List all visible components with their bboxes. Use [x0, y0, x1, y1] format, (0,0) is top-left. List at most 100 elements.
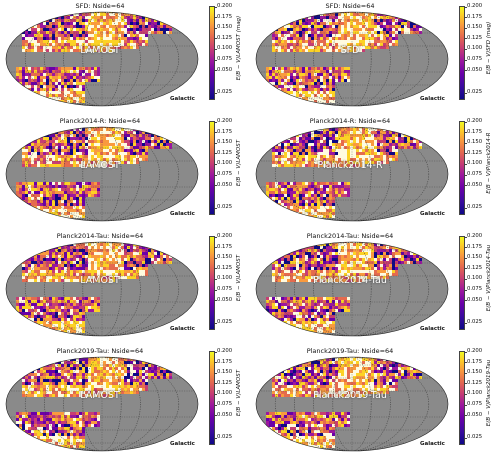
map-pixel	[52, 194, 55, 197]
map-pixel	[46, 16, 49, 19]
map-pixel	[28, 76, 31, 79]
map-pixel	[323, 43, 326, 46]
map-pixel	[109, 46, 112, 49]
map-pixel	[22, 185, 25, 188]
map-pixel	[16, 327, 19, 330]
map-pixel	[296, 146, 299, 149]
map-pixel	[31, 22, 34, 25]
map-pixel	[380, 155, 383, 158]
map-pixel	[335, 46, 338, 49]
map-pixel	[166, 249, 169, 252]
map-pixel	[16, 206, 19, 209]
map-pixel	[356, 146, 359, 149]
map-pixel	[127, 12, 130, 13]
map-pixel	[353, 13, 356, 16]
map-pixel	[269, 194, 272, 197]
map-pixel	[293, 209, 296, 212]
map-pixel	[308, 22, 311, 25]
map-pixel	[326, 158, 329, 161]
map-pixel	[308, 49, 311, 52]
map-pixel	[398, 137, 401, 140]
map-pixel	[136, 127, 139, 128]
map-pixel	[278, 206, 281, 209]
map-pixel	[79, 185, 82, 188]
map-pixel	[46, 246, 49, 249]
map-pixel	[419, 146, 422, 149]
map-pixel	[275, 197, 278, 200]
map-pixel	[392, 246, 395, 249]
map-pixel	[97, 279, 100, 282]
map-pixel	[326, 34, 329, 37]
map-pixel	[281, 82, 284, 85]
map-pixel	[109, 264, 112, 267]
map-pixel	[329, 191, 332, 194]
map-pixel	[275, 40, 278, 43]
map-pixel	[326, 155, 329, 158]
map-pixel	[52, 206, 55, 209]
map-pixel	[296, 88, 299, 91]
map-pixel	[269, 182, 272, 185]
map-pixel	[145, 143, 148, 146]
map-pixel	[52, 242, 55, 243]
map-pixel	[28, 279, 31, 282]
map-pixel	[58, 140, 61, 143]
map-pixel	[97, 43, 100, 46]
map-pixel	[341, 67, 344, 70]
map-pixel	[320, 97, 323, 100]
map-pixel	[329, 25, 332, 28]
map-pixel	[70, 49, 73, 52]
map-pixel	[61, 88, 64, 91]
map-pixel	[362, 158, 365, 161]
map-pixel	[416, 25, 419, 28]
map-pixel	[169, 16, 172, 19]
map-pixel	[157, 140, 160, 143]
map-pixel	[320, 194, 323, 197]
map-pixel	[278, 37, 281, 40]
map-panel: Planck2014-Tau: Nside=64 LAMOST Galactic 0.…	[0, 232, 250, 347]
map-pixel	[371, 127, 374, 128]
map-pixel	[25, 22, 28, 25]
map-pixel	[91, 40, 94, 43]
map-pixel	[130, 258, 133, 261]
map-pixel	[100, 143, 103, 146]
map-pixel	[407, 242, 410, 243]
map-pixel	[34, 134, 37, 137]
map-pixel	[332, 194, 335, 197]
map-pixel	[31, 279, 34, 282]
map-pixel	[37, 43, 40, 46]
map-pixel	[275, 209, 278, 212]
map-pixel	[97, 149, 100, 152]
map-pixel	[154, 258, 157, 261]
map-pixel	[317, 76, 320, 79]
map-pixel	[37, 19, 40, 22]
map-pixel	[311, 49, 314, 52]
map-pixel	[100, 127, 103, 128]
map-pixel	[43, 212, 46, 215]
map-pixel	[383, 161, 386, 164]
map-pixel	[121, 137, 124, 140]
map-pixel	[130, 161, 133, 164]
map-pixel	[73, 43, 76, 46]
map-pixel	[124, 155, 127, 158]
map-pixel	[88, 164, 91, 167]
map-pixel	[380, 134, 383, 137]
map-pixel	[100, 128, 103, 131]
map-pixel	[43, 137, 46, 140]
map-pixel	[359, 134, 362, 137]
map-pixel	[91, 279, 94, 282]
map-pixel	[79, 37, 82, 40]
map-pixel	[79, 194, 82, 197]
map-pixel	[302, 40, 305, 43]
map-pixel	[269, 94, 272, 97]
map-pixel	[82, 43, 85, 46]
map-pixel	[55, 264, 58, 267]
map-pixel	[133, 252, 136, 255]
map-pixel	[329, 206, 332, 209]
map-pixel	[79, 140, 82, 143]
map-pixel	[55, 143, 58, 146]
map-pixel	[341, 194, 344, 197]
map-pixel	[55, 67, 58, 70]
map-pixel	[127, 34, 130, 37]
map-pixel	[332, 188, 335, 191]
map-pixel	[145, 252, 148, 255]
